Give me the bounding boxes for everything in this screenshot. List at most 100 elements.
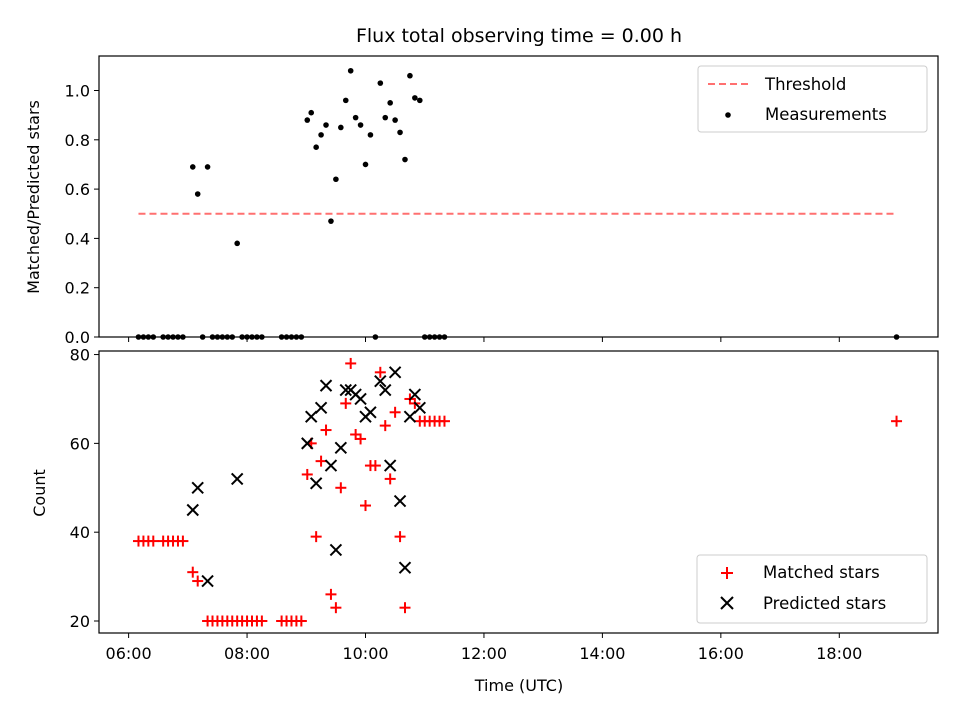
- matched-star-marker: [369, 460, 381, 472]
- predicted-star-marker: [301, 437, 314, 450]
- predicted-star-marker: [334, 441, 348, 455]
- predicted-marker-b: [319, 379, 333, 392]
- predicted-star-marker: [413, 401, 427, 415]
- measurement-point: [189, 164, 196, 170]
- predicted-marker-b: [309, 477, 323, 490]
- predicted-star-marker: [309, 477, 323, 490]
- measurement-point: [357, 122, 364, 128]
- matched-star-marker: [325, 588, 337, 600]
- predicted-star-marker: [408, 388, 422, 401]
- legend-predicted-label: Predicted stars: [763, 594, 886, 613]
- legend-matched-swatch: [721, 567, 733, 579]
- x-tick-label: 12:00: [461, 644, 507, 663]
- predicted-star-marker: [319, 379, 333, 392]
- predicted-marker-b: [301, 437, 314, 450]
- ratio-y-axis-label: Matched/Predicted stars: [24, 100, 43, 294]
- measurement-point: [338, 124, 344, 131]
- predicted-marker-b: [393, 494, 407, 508]
- predicted-star-marker: [201, 574, 214, 588]
- matched-star-marker: [394, 531, 406, 543]
- x-tick-label: 14:00: [579, 644, 625, 663]
- predicted-marker-b: [354, 392, 367, 406]
- predicted-marker-b: [339, 383, 352, 397]
- measurement-point: [304, 117, 311, 123]
- measurement-point: [402, 156, 408, 163]
- predicted-star-marker: [186, 503, 199, 517]
- predicted-marker-b: [324, 459, 338, 472]
- matched-star-marker: [379, 420, 391, 432]
- y-tick-label: 1.0: [65, 82, 90, 101]
- measurement-point: [397, 129, 403, 136]
- matched-star-marker: [340, 397, 352, 409]
- predicted-marker-b: [403, 410, 417, 423]
- measurement-point: [194, 191, 201, 197]
- predicted-star-marker: [393, 494, 407, 508]
- predicted-star-marker: [374, 374, 387, 388]
- y-tick-label: 0.0: [65, 328, 90, 347]
- count-legend-frame: [696, 554, 928, 624]
- matched-star-marker: [177, 535, 189, 547]
- measurement-point: [318, 132, 324, 138]
- predicted-marker-b: [364, 406, 377, 419]
- x-tick-label: 06:00: [106, 644, 152, 663]
- x-tick-label: 18:00: [816, 644, 862, 663]
- predicted-star-marker: [314, 401, 328, 415]
- matched-star-marker: [389, 406, 401, 418]
- measurement-point: [323, 122, 329, 128]
- measurement-point: [367, 132, 374, 138]
- ratio-panel-frame: [98, 55, 939, 338]
- measurement-point: [377, 80, 384, 86]
- predicted-stars-points: [186, 366, 427, 588]
- predicted-star-marker: [388, 366, 402, 379]
- predicted-star-marker: [339, 383, 352, 397]
- predicted-star-marker: [383, 459, 397, 472]
- matched-star-marker: [256, 615, 268, 627]
- matched-star-marker: [330, 602, 342, 614]
- predicted-marker-b: [329, 543, 343, 557]
- predicted-star-marker: [305, 410, 318, 423]
- y-tick-label: 0.4: [65, 229, 90, 248]
- predicted-marker-b: [398, 561, 412, 574]
- predicted-marker-b: [230, 472, 244, 486]
- measurement-point: [387, 100, 393, 106]
- ratio-legend: Threshold Measurements: [697, 65, 928, 133]
- matched-star-marker: [295, 615, 307, 627]
- predicted-marker-b: [201, 574, 214, 588]
- predicted-marker-b: [379, 383, 392, 397]
- matched-star-marker: [374, 366, 386, 378]
- measurement-point: [333, 176, 339, 183]
- predicted-marker-b: [305, 410, 318, 423]
- legend-measurements-label: Measurements: [765, 105, 887, 124]
- predicted-star-marker: [398, 561, 412, 574]
- predicted-marker-b: [383, 459, 397, 472]
- predicted-star-marker: [329, 543, 343, 557]
- predicted-marker-b: [388, 366, 402, 379]
- measurement-point: [313, 144, 319, 151]
- y-tick-label: 20: [70, 612, 90, 631]
- predicted-star-marker: [191, 481, 204, 494]
- matched-star-marker: [399, 602, 411, 614]
- predicted-star-marker: [324, 459, 338, 472]
- matched-star-marker: [310, 531, 322, 543]
- matched-stars-points: [132, 357, 903, 627]
- measurement-point: [234, 240, 240, 247]
- matched-star-marker: [384, 473, 396, 485]
- predicted-marker-b: [186, 503, 199, 517]
- chart-title: Flux total observing time = 0.00 h: [356, 25, 682, 47]
- predicted-marker-b: [314, 401, 328, 415]
- count-y-ticks: 20 40 60 80: [70, 346, 99, 631]
- matched-star-marker: [891, 415, 903, 427]
- count-panel: 20 40 60 80 06:00 08:00 10:00 12:00 14:00 16:00 1…: [30, 346, 939, 695]
- predicted-star-marker: [379, 383, 392, 397]
- matched-star-marker: [187, 566, 199, 578]
- measurement-point: [407, 72, 413, 79]
- predicted-marker-b: [408, 388, 422, 401]
- count-panel-frame: [98, 350, 939, 634]
- measurement-point: [204, 164, 211, 170]
- matched-star-marker: [315, 455, 327, 467]
- matched-star-marker: [301, 468, 313, 480]
- matched-star-marker: [355, 433, 367, 445]
- y-tick-label: 80: [70, 346, 90, 365]
- predicted-marker-b: [374, 374, 387, 388]
